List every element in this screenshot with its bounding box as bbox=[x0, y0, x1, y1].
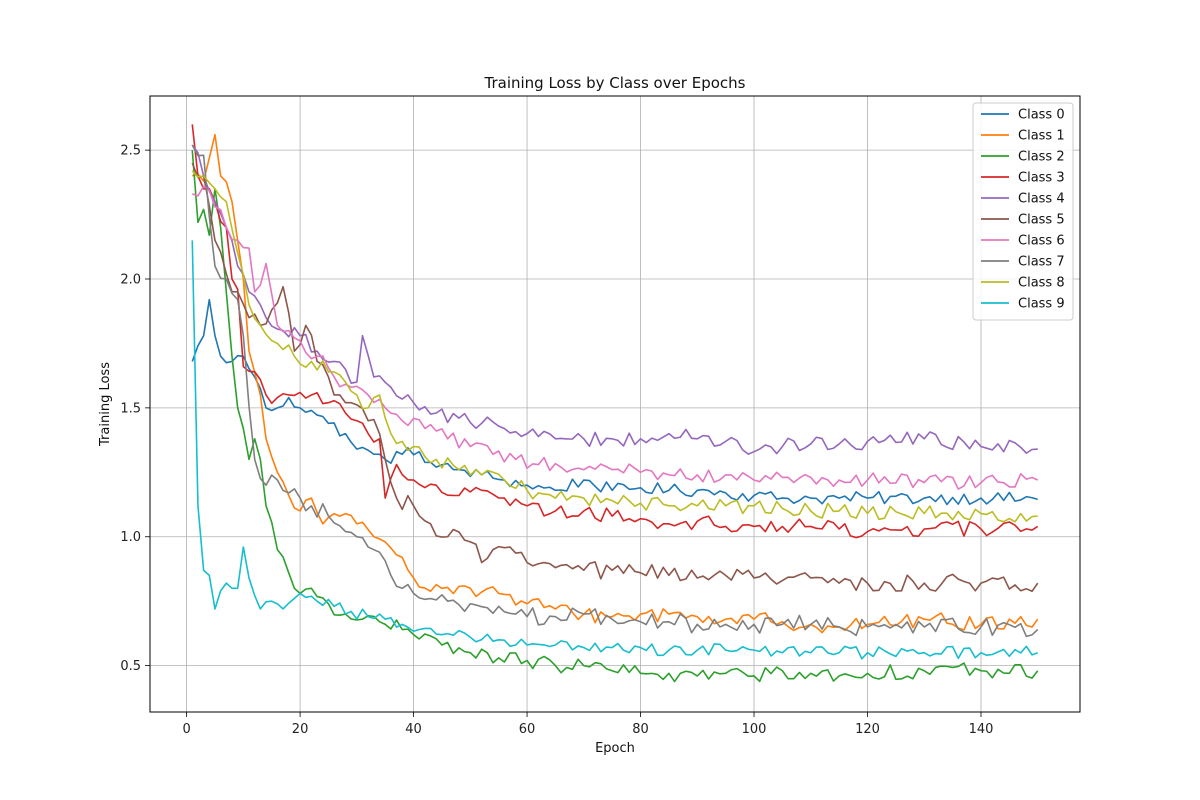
series-line-class-8 bbox=[191, 170, 1038, 523]
series-line-class-3 bbox=[191, 124, 1039, 539]
legend-label: Class 4 bbox=[1018, 192, 1065, 207]
series-line-class-0 bbox=[191, 298, 1038, 506]
legend-label: Class 3 bbox=[1018, 171, 1065, 186]
legend-label: Class 1 bbox=[1018, 129, 1065, 144]
legend-label: Class 8 bbox=[1018, 276, 1065, 291]
y-axis-label: Training Loss bbox=[98, 362, 113, 447]
x-tick-label: 60 bbox=[519, 722, 536, 737]
series-line-class-6 bbox=[192, 185, 1039, 490]
legend-label: Class 7 bbox=[1018, 255, 1065, 270]
legend-label: Class 9 bbox=[1018, 297, 1065, 312]
series-line-class-7 bbox=[191, 144, 1039, 638]
x-tick-label: 0 bbox=[182, 722, 190, 737]
x-tick-label: 20 bbox=[292, 722, 309, 737]
y-axis-ticks: 0.5 1.0 1.5 2.0 2.5 bbox=[120, 144, 150, 674]
legend-box bbox=[972, 102, 1074, 321]
plot-area-frame bbox=[149, 95, 1081, 713]
x-axis-label: Epoch bbox=[595, 741, 635, 756]
legend-label: Class 5 bbox=[1018, 213, 1065, 228]
x-tick-label: 120 bbox=[855, 722, 880, 737]
series-line-class-5 bbox=[191, 162, 1039, 593]
x-tick-label: 100 bbox=[742, 722, 767, 737]
series-line-class-4 bbox=[191, 144, 1038, 455]
y-tick-label: 1.5 bbox=[120, 401, 141, 416]
chart-title: Training Loss by Class over Epochs bbox=[484, 74, 746, 92]
series-line-class-2 bbox=[191, 150, 1039, 683]
legend-label: Class 6 bbox=[1018, 234, 1065, 249]
y-tick-label: 1.0 bbox=[120, 530, 141, 545]
series-lines bbox=[191, 124, 1039, 683]
legend-label: Class 0 bbox=[1018, 108, 1065, 123]
y-tick-label: 2.0 bbox=[120, 272, 141, 287]
series-line-class-9 bbox=[191, 240, 1039, 660]
y-tick-label: 2.5 bbox=[120, 144, 141, 159]
x-tick-label: 140 bbox=[969, 722, 994, 737]
legend: Class 0 Class 1 Class 2 Class 3 Class 4 Class… bbox=[972, 102, 1074, 321]
x-tick-label: 80 bbox=[632, 722, 649, 737]
legend-label: Class 2 bbox=[1018, 150, 1065, 165]
x-axis-ticks: 0 20 40 60 80 100 120 140 bbox=[182, 712, 993, 737]
y-tick-label: 0.5 bbox=[120, 659, 141, 674]
x-tick-label: 40 bbox=[405, 722, 422, 737]
